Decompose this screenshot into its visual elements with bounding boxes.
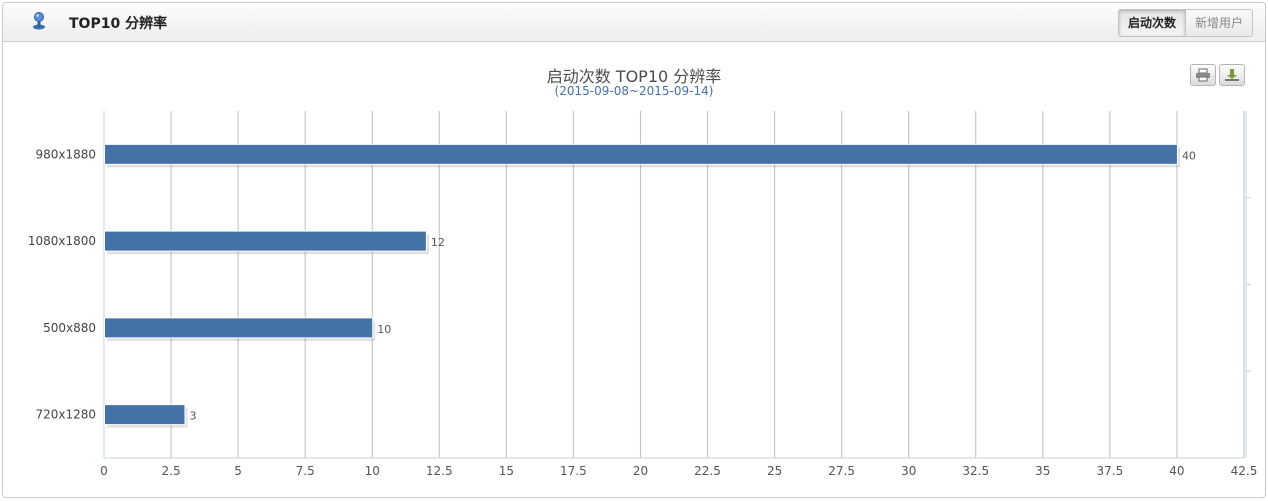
bar-value-label: 3 xyxy=(189,410,196,423)
tab-new-users[interactable]: 新增用户 xyxy=(1185,10,1252,36)
bar-shadow xyxy=(107,407,188,428)
chart-subtitle: (2015-09-08~2015-09-14) xyxy=(554,84,714,98)
x-tick-label: 30 xyxy=(901,464,916,478)
bar-value-label: 12 xyxy=(431,236,445,249)
x-tick-label: 37.5 xyxy=(1097,464,1124,478)
x-tick-label: 40 xyxy=(1169,464,1184,478)
x-tick-label: 32.5 xyxy=(962,464,989,478)
bar-shadow xyxy=(107,320,376,341)
x-tick-label: 35 xyxy=(1035,464,1050,478)
x-tick-label: 10 xyxy=(365,464,380,478)
x-tick-label: 0 xyxy=(100,464,108,478)
x-tick-label: 17.5 xyxy=(560,464,587,478)
panel-header: TOP10 分辨率 启动次数 新增用户 xyxy=(3,3,1265,42)
x-tick-label: 25 xyxy=(767,464,782,478)
bar-value-label: 40 xyxy=(1182,149,1196,162)
panel-title: TOP10 分辨率 xyxy=(69,16,168,32)
bar xyxy=(104,317,374,339)
print-button[interactable] xyxy=(1190,64,1216,86)
export-button[interactable] xyxy=(1219,64,1245,86)
y-category-label: 980x1880 xyxy=(35,147,96,161)
bar-value-label: 10 xyxy=(377,323,391,336)
bar xyxy=(104,404,186,426)
x-tick-label: 22.5 xyxy=(694,464,721,478)
x-tick-label: 2.5 xyxy=(162,464,181,478)
x-tick-label: 42.5 xyxy=(1231,464,1258,478)
y-category-label: 500x880 xyxy=(43,321,96,335)
x-tick-label: 27.5 xyxy=(828,464,855,478)
bar-shadow xyxy=(107,147,1180,168)
x-tick-label: 15 xyxy=(499,464,514,478)
tab-launch-count[interactable]: 启动次数 xyxy=(1118,10,1186,36)
x-tick-label: 12.5 xyxy=(426,464,453,478)
chart-title: 启动次数 TOP10 分辨率 xyxy=(546,67,722,86)
metric-tabs: 启动次数 新增用户 xyxy=(1117,9,1253,37)
x-tick-label: 20 xyxy=(633,464,648,478)
y-category-label: 1080x1800 xyxy=(28,234,96,248)
x-tick-label: 5 xyxy=(234,464,242,478)
bar xyxy=(104,143,1178,165)
x-tick-label: 7.5 xyxy=(296,464,315,478)
bar-shadow xyxy=(107,234,429,255)
bar xyxy=(104,230,427,252)
y-category-label: 720x1280 xyxy=(35,408,96,422)
pushpin-icon xyxy=(29,11,49,31)
